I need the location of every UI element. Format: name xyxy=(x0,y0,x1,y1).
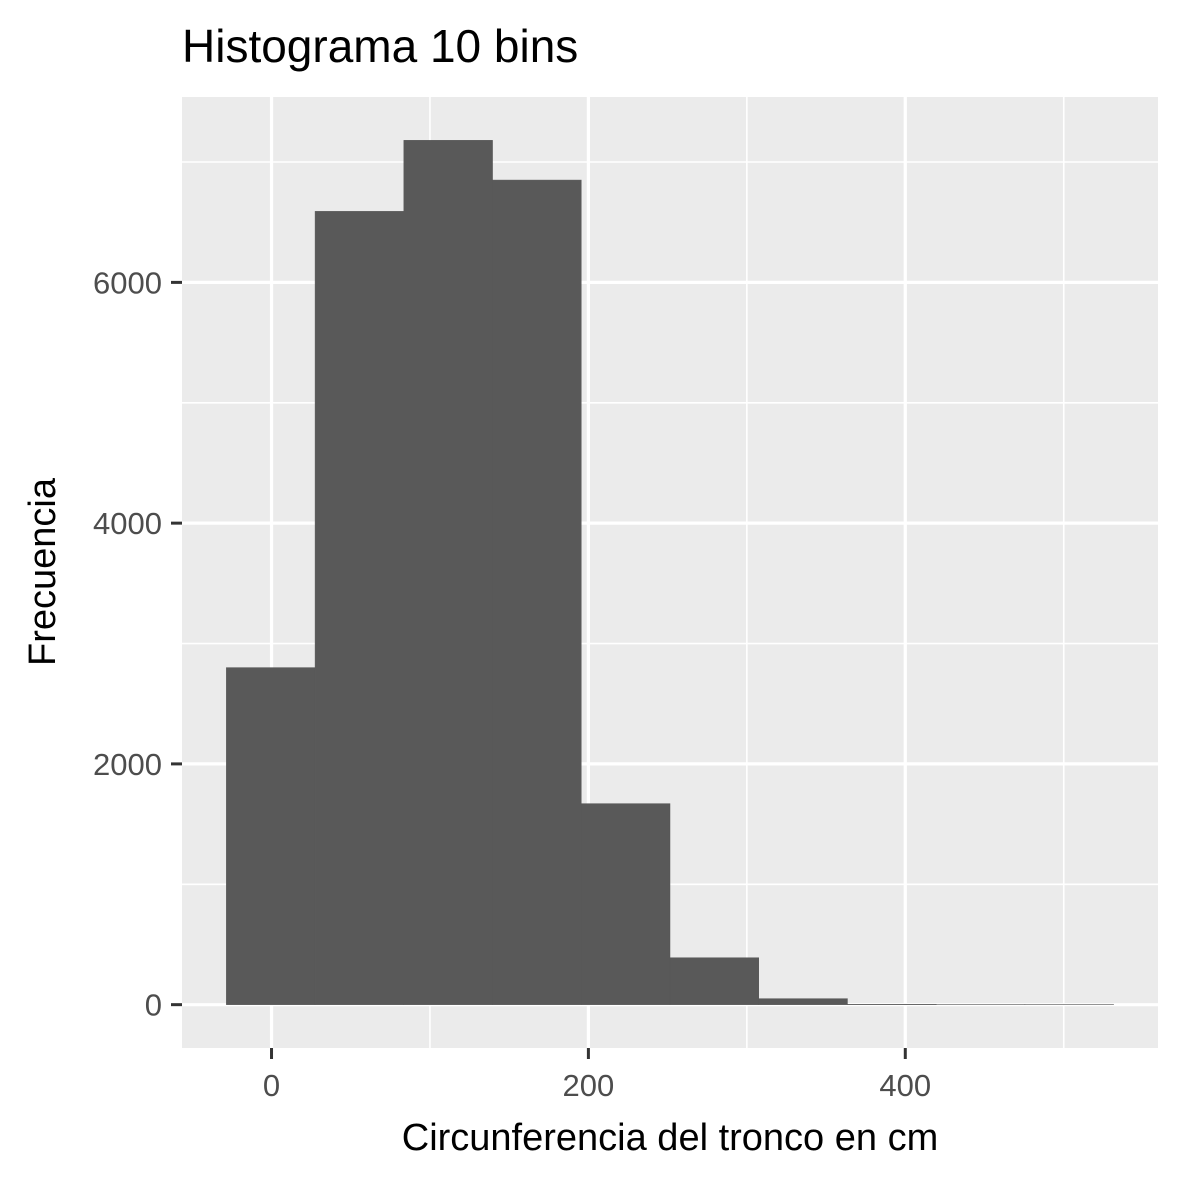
histogram-bar xyxy=(581,803,671,1005)
y-axis: 0 2000 4000 6000 xyxy=(93,265,182,1023)
histogram-bar xyxy=(758,998,848,1005)
y-tick-label: 4000 xyxy=(93,506,162,541)
histogram-bar xyxy=(226,667,316,1005)
histogram-bar xyxy=(314,211,405,1005)
y-axis-label: Frecuencia xyxy=(22,477,64,666)
histogram-bar xyxy=(492,179,582,1005)
histogram-bars xyxy=(226,140,1114,1005)
x-tick-label: 0 xyxy=(263,1068,280,1103)
histogram-bar xyxy=(403,140,493,1005)
y-tick-label: 0 xyxy=(145,988,162,1023)
x-axis-label: Circunferencia del tronco en cm xyxy=(402,1117,938,1159)
x-tick-label: 400 xyxy=(879,1068,931,1103)
y-tick-label: 6000 xyxy=(93,265,162,300)
y-tick-label: 2000 xyxy=(93,747,162,782)
histogram-bar xyxy=(669,957,759,1005)
x-tick-label: 200 xyxy=(563,1068,615,1103)
chart-title: Histograma 10 bins xyxy=(182,20,578,72)
x-axis: 0 200 400 xyxy=(263,1048,931,1103)
